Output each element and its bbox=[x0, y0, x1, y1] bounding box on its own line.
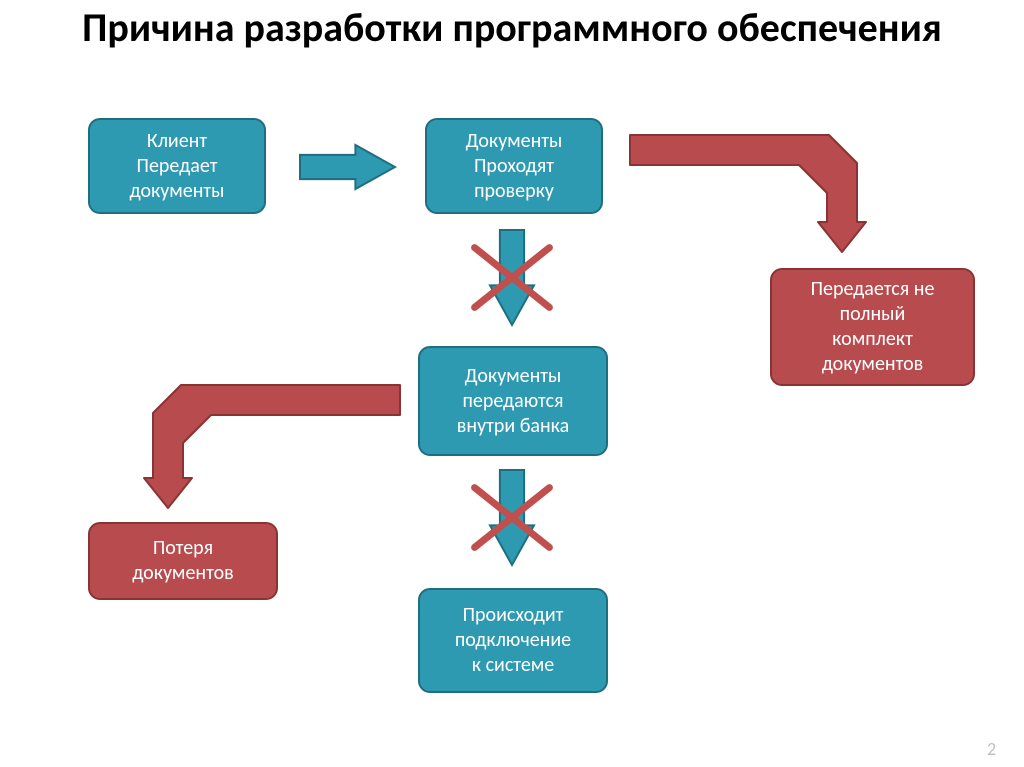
node-inside: Документыпередаютсявнутри банка bbox=[418, 346, 608, 456]
node-check-label: ДокументыПроходятпроверку bbox=[466, 129, 563, 204]
slide-title: Причина разработки программного обеспече… bbox=[0, 6, 1024, 50]
node-connect: Происходитподключениек системе bbox=[418, 588, 608, 693]
node-partial-label: Передается неполныйкомплектдокументов bbox=[811, 277, 935, 377]
node-connect-label: Происходитподключениек системе bbox=[455, 603, 571, 678]
page-number: 2 bbox=[987, 738, 996, 760]
node-inside-label: Документыпередаютсявнутри банка bbox=[457, 364, 569, 439]
node-client-label: КлиентПередаетдокументы bbox=[130, 129, 225, 204]
node-partial: Передается неполныйкомплектдокументов bbox=[770, 268, 975, 386]
node-loss: Потерядокументов bbox=[88, 522, 278, 600]
node-check: ДокументыПроходятпроверку bbox=[425, 118, 603, 214]
node-client: КлиентПередаетдокументы bbox=[88, 118, 266, 214]
node-loss-label: Потерядокументов bbox=[132, 536, 234, 586]
